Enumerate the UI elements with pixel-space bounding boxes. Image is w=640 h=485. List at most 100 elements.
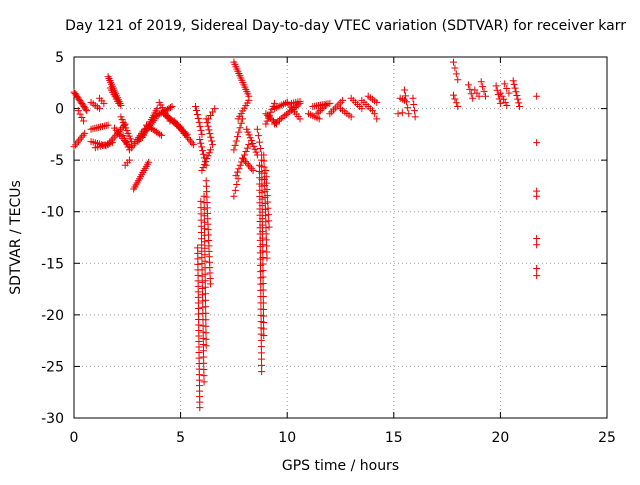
data-point bbox=[263, 248, 271, 256]
data-point bbox=[198, 241, 206, 249]
data-point bbox=[257, 349, 265, 357]
data-point bbox=[267, 108, 275, 116]
data-point bbox=[200, 359, 208, 367]
data-point bbox=[510, 80, 518, 88]
data-point bbox=[315, 115, 323, 123]
y-tick-label: -10 bbox=[41, 205, 64, 221]
data-point bbox=[258, 195, 266, 203]
data-point bbox=[514, 95, 522, 103]
data-point bbox=[296, 97, 304, 105]
data-point bbox=[188, 139, 196, 147]
data-point bbox=[243, 144, 251, 152]
data-point bbox=[122, 137, 130, 145]
x-tick-label: 5 bbox=[176, 430, 185, 446]
data-point bbox=[398, 109, 406, 117]
data-point bbox=[231, 141, 239, 149]
data-point bbox=[264, 211, 272, 219]
data-point bbox=[259, 273, 267, 281]
data-point bbox=[253, 125, 261, 133]
data-point bbox=[201, 251, 209, 259]
y-axis-label: SDTVAR / TECUs bbox=[8, 180, 24, 295]
data-point bbox=[260, 163, 268, 171]
data-point bbox=[260, 157, 268, 165]
data-point bbox=[503, 84, 511, 92]
data-point bbox=[199, 147, 207, 155]
data-point bbox=[201, 225, 209, 233]
data-point bbox=[173, 121, 181, 129]
data-point bbox=[200, 161, 208, 169]
data-point bbox=[255, 138, 263, 146]
y-tick-label: -5 bbox=[50, 153, 64, 169]
data-point bbox=[181, 130, 189, 138]
data-point bbox=[501, 98, 509, 106]
data-point bbox=[481, 92, 489, 100]
data-point bbox=[259, 299, 267, 307]
data-point bbox=[475, 92, 483, 100]
data-point bbox=[264, 204, 272, 212]
data-point bbox=[467, 90, 475, 98]
data-point bbox=[259, 234, 267, 242]
data-point bbox=[449, 58, 457, 66]
data-point bbox=[76, 110, 84, 118]
data-point bbox=[493, 86, 501, 94]
data-point bbox=[203, 119, 211, 127]
data-point bbox=[236, 161, 244, 169]
data-point bbox=[259, 241, 267, 249]
data-point bbox=[167, 103, 175, 111]
data-point bbox=[243, 125, 251, 133]
data-point bbox=[257, 355, 265, 363]
data-point bbox=[503, 101, 511, 109]
data-point bbox=[262, 230, 270, 238]
data-point bbox=[204, 152, 212, 160]
data-point bbox=[237, 119, 245, 127]
data-point bbox=[243, 159, 251, 167]
x-tick-label: 20 bbox=[491, 430, 509, 446]
data-point bbox=[230, 146, 238, 154]
data-point bbox=[78, 133, 86, 141]
data-point bbox=[409, 94, 417, 102]
data-point bbox=[394, 110, 402, 118]
data-point bbox=[196, 136, 204, 144]
data-point bbox=[318, 105, 326, 113]
data-point bbox=[272, 104, 280, 112]
data-point bbox=[322, 101, 330, 109]
data-point bbox=[183, 133, 191, 141]
data-point bbox=[262, 236, 270, 244]
data-point bbox=[124, 143, 132, 151]
data-point bbox=[83, 107, 91, 115]
data-point bbox=[266, 114, 274, 122]
data-point bbox=[70, 143, 78, 151]
data-point bbox=[170, 117, 178, 125]
data-point bbox=[331, 104, 339, 112]
data-point bbox=[202, 329, 210, 337]
data-point bbox=[262, 166, 270, 174]
data-point bbox=[197, 204, 205, 212]
data-point bbox=[260, 325, 268, 333]
data-point bbox=[235, 128, 243, 136]
data-point bbox=[197, 139, 205, 147]
data-point bbox=[404, 104, 412, 112]
data-point bbox=[259, 286, 267, 294]
data-point bbox=[516, 103, 524, 111]
data-point bbox=[501, 80, 509, 88]
data-point bbox=[176, 124, 184, 132]
data-point bbox=[125, 156, 133, 164]
data-point bbox=[403, 98, 411, 106]
data-point bbox=[199, 297, 207, 305]
data-point bbox=[72, 141, 80, 149]
data-point bbox=[259, 267, 267, 275]
data-point bbox=[249, 166, 257, 174]
data-point bbox=[201, 257, 209, 265]
data-point bbox=[259, 280, 267, 288]
data-point bbox=[202, 309, 210, 317]
data-point bbox=[205, 126, 213, 134]
data-point bbox=[202, 342, 210, 350]
data-point bbox=[268, 116, 276, 124]
data-point bbox=[242, 148, 250, 156]
data-point bbox=[498, 92, 506, 100]
data-point bbox=[263, 117, 271, 125]
data-point bbox=[259, 306, 267, 314]
chart-title: Day 121 of 2019, Sidereal Day-to-day VTE… bbox=[65, 18, 626, 34]
data-point bbox=[513, 91, 521, 99]
